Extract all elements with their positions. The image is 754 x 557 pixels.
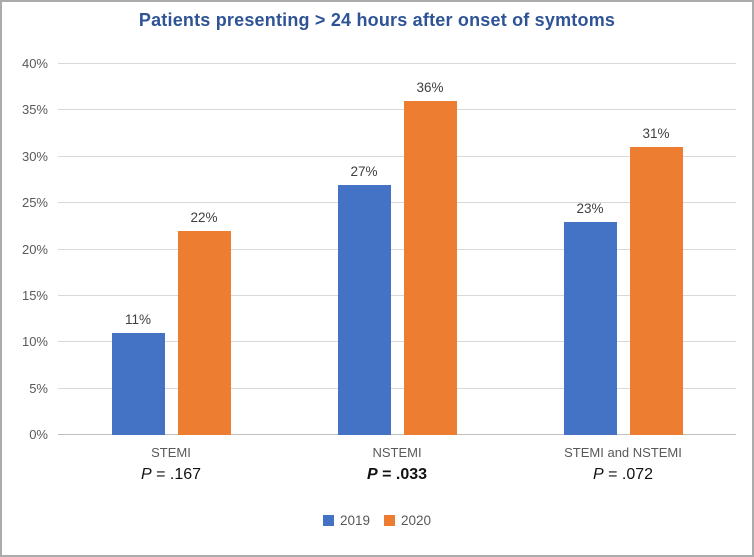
- y-tick-label: 0%: [29, 427, 48, 442]
- gridline: [58, 202, 736, 204]
- x-axis-line: [58, 434, 736, 435]
- category-label: STEMI and NSTEMI: [564, 445, 682, 460]
- p-value-label: P = .072: [592, 466, 654, 483]
- legend-swatch-icon: [322, 515, 334, 526]
- x-label-column: NSTEMI P = .033: [284, 444, 510, 486]
- gridline: [58, 155, 736, 157]
- gridline: [58, 109, 736, 111]
- y-tick-label: 20%: [21, 241, 48, 257]
- bar-group-nstemi: 27% 36%: [284, 64, 510, 435]
- bar-2019-stemi: 11%: [111, 312, 165, 435]
- x-axis-labels: STEMI P = .167 NSTEMI P = .033 STEMI and NST…: [58, 444, 736, 486]
- data-label: 23%: [576, 200, 604, 216]
- data-label: 31%: [642, 126, 670, 142]
- y-tick-label: 30%: [21, 148, 48, 164]
- legend-entry-2020: 2020: [384, 513, 431, 528]
- p-value-label: P = .033: [366, 466, 428, 483]
- bar-2020-stemi: 22%: [177, 210, 231, 435]
- data-label: 22%: [190, 209, 218, 225]
- legend: 2019 2020: [2, 513, 752, 528]
- gridline: [58, 387, 736, 389]
- legend-label: 2019: [339, 513, 370, 528]
- legend-swatch-icon: [384, 515, 395, 526]
- y-axis-tick-labels: 0% 5% 10% 15% 20% 25% 30% 35% 40%: [2, 56, 48, 442]
- chart-title: Patients presenting > 24 hours after ons…: [138, 10, 616, 30]
- bar-2019-nstemi: 27%: [337, 164, 391, 435]
- y-tick-label: 5%: [29, 380, 48, 396]
- data-label: 27%: [350, 163, 378, 179]
- bar-group-stemi-and-nstemi: 23% 31%: [510, 64, 736, 435]
- category-label: STEMI: [151, 445, 191, 460]
- gridline: [58, 294, 736, 296]
- y-tick-label: 40%: [21, 56, 48, 71]
- bar-2019-stemi-and-nstemi: 23%: [563, 201, 617, 435]
- bar-groups: 11% 22% 27% 36% 23% 31%: [58, 64, 736, 435]
- gridline: [58, 248, 736, 250]
- bar-group-stemi: 11% 22%: [58, 64, 284, 435]
- y-tick-label: 15%: [21, 287, 48, 303]
- p-value-label: P = .167: [140, 466, 202, 483]
- bar-2020-nstemi: 36%: [403, 80, 457, 435]
- data-label: 11%: [124, 311, 152, 327]
- y-tick-label: 10%: [21, 334, 48, 350]
- gridline: [58, 63, 736, 64]
- y-tick-label: 35%: [21, 102, 48, 118]
- bar-2020-stemi-and-nstemi: 31%: [629, 126, 683, 435]
- y-tick-label: 25%: [21, 195, 48, 211]
- gridline: [58, 341, 736, 343]
- x-label-column: STEMI P = .167: [58, 444, 284, 486]
- legend-entry-2019: 2019: [322, 513, 370, 528]
- data-label: 36%: [416, 80, 444, 96]
- plot-area: 11% 22% 27% 36% 23% 31%: [58, 63, 736, 435]
- legend-label: 2020: [401, 513, 432, 528]
- x-label-column: STEMI and NSTEMI P = .072: [510, 444, 736, 486]
- category-label: NSTEMI: [372, 445, 422, 460]
